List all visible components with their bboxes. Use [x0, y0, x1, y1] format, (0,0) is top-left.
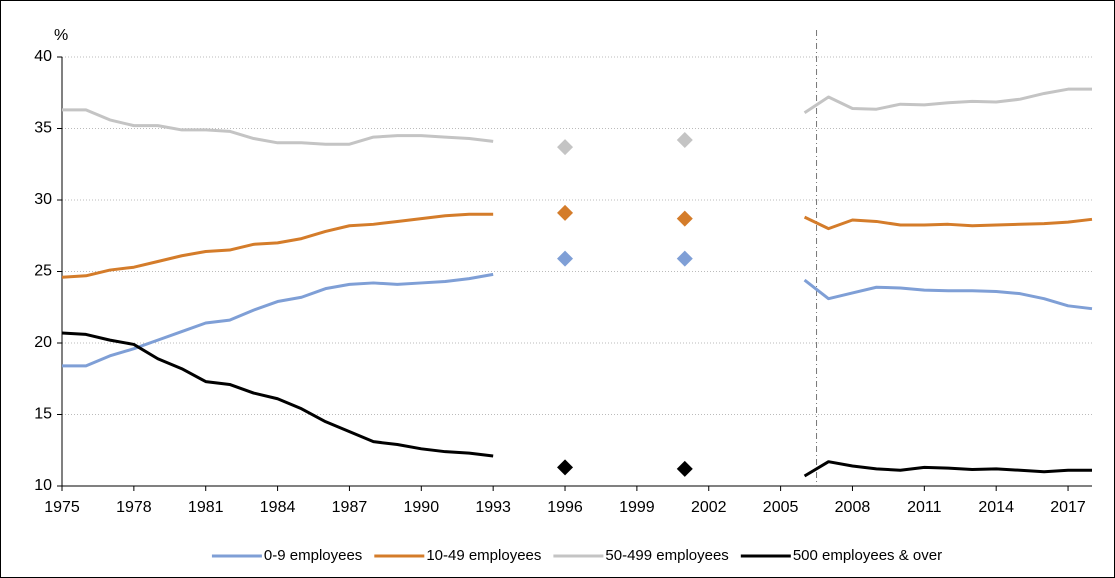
- x-tick-label: 1978: [116, 499, 152, 516]
- x-tick-label: 2002: [691, 499, 727, 516]
- x-tick-label: 2005: [763, 499, 799, 516]
- x-tick-label: 1975: [44, 499, 80, 516]
- x-tick-label: 2017: [1050, 499, 1086, 516]
- x-tick-label: 1999: [619, 499, 655, 516]
- x-tick-label: 1993: [475, 499, 511, 516]
- x-tick-label: 1996: [547, 499, 583, 516]
- legend-item: 10-49 employees: [374, 547, 541, 564]
- point-marker: [557, 250, 574, 267]
- line-series: [62, 272, 1093, 368]
- line-series: [61, 331, 1092, 478]
- x-tick-label: 1987: [332, 499, 368, 516]
- legend-label: 500 employees & over: [793, 547, 942, 564]
- point-marker: [676, 250, 693, 267]
- y-axis-label: %: [54, 27, 68, 44]
- legend: 0-9 employees 10-49 employees 50-499 emplo…: [211, 547, 942, 564]
- legend-item: 500 employees & over: [740, 547, 942, 564]
- point-marker: [676, 210, 693, 227]
- legend-label: 50-499 employees: [605, 547, 728, 564]
- legend-item: 50-499 employees: [553, 547, 729, 564]
- line-series: [61, 212, 1093, 279]
- line-series: [62, 87, 1092, 146]
- x-tick-label: 1984: [260, 499, 296, 516]
- x-tick-label: 1990: [404, 499, 440, 516]
- point-marker: [676, 460, 693, 477]
- x-tick-label: 2011: [907, 499, 942, 516]
- point-marker: [557, 459, 574, 476]
- y-tick-label: 30: [34, 191, 52, 208]
- y-tick-label: 10: [34, 477, 52, 494]
- y-tick-label: 20: [34, 334, 52, 351]
- legend-item: 0-9 employees: [211, 547, 362, 564]
- point-marker: [676, 131, 693, 148]
- y-tick-label: 15: [34, 406, 52, 423]
- point-marker: [557, 204, 574, 221]
- x-tick-label: 2014: [978, 499, 1014, 516]
- x-tick-label: 2008: [835, 499, 871, 516]
- point-marker: [557, 139, 574, 156]
- legend-label: 0-9 employees: [264, 547, 362, 564]
- x-tick-label: 1981: [188, 499, 224, 516]
- legend-label: 10-49 employees: [426, 547, 541, 564]
- y-tick-label: 35: [34, 120, 52, 137]
- y-tick-label: 25: [34, 263, 52, 280]
- y-tick-label: 40: [34, 48, 52, 65]
